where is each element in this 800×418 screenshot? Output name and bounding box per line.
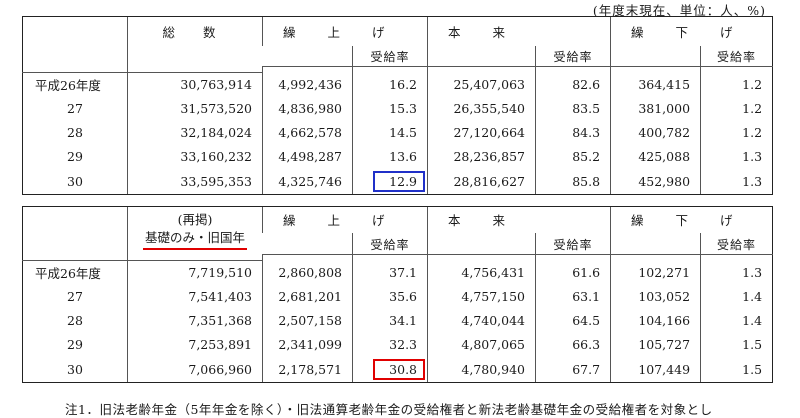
saisho-underlined-label: 基礎のみ・旧国年 bbox=[142, 229, 247, 251]
header-kurisage-rate: 受給率 bbox=[700, 45, 774, 67]
header-kuriage: 繰 上 げ bbox=[261, 16, 428, 46]
header-honrai-rate: 受給率 bbox=[535, 45, 611, 67]
corner-cell bbox=[22, 16, 128, 67]
table-row: 29 7,253,891 2,341,099 32.3 4,807,065 66… bbox=[22, 332, 774, 357]
header-kurisage: 繰 下 げ bbox=[610, 206, 774, 233]
corner-cell bbox=[22, 206, 128, 255]
highlight-box-blue: 12.9 bbox=[373, 170, 426, 192]
table-row: 平成26年度 30,763,914 4,992,436 16.2 25,407,… bbox=[22, 72, 774, 97]
header-honrai: 本 来 bbox=[427, 206, 611, 233]
table-row: 27 31,573,520 4,836,980 15.3 26,355,540 … bbox=[22, 96, 774, 121]
header-honrai-rate: 受給率 bbox=[535, 232, 611, 255]
table-row: 平成26年度 7,719,510 2,860,808 37.1 4,756,43… bbox=[22, 260, 774, 285]
highlight-box-red: 30.8 bbox=[373, 358, 426, 380]
table-row: 29 33,160,232 4,498,287 13.6 28,236,857 … bbox=[22, 144, 774, 169]
saisho-label: (再掲) bbox=[177, 212, 213, 228]
table-kiso-only: (再掲) 基礎のみ・旧国年 繰 上 げ 本 来 繰 下 げ 受給率 受給率 受給… bbox=[22, 206, 774, 383]
table-row: 30 33,595,353 4,325,746 12.9 28,816,627 … bbox=[22, 168, 774, 195]
footnote: 注1．旧法老齢年金（5年年金を除く）・旧法通算老齢年金の受給権者と新法老齢基礎年… bbox=[65, 402, 713, 417]
header-kuriage-rate: 受給率 bbox=[351, 232, 428, 255]
table-row: 27 7,541,403 2,681,201 35.6 4,757,150 63… bbox=[22, 284, 774, 309]
header-honrai: 本 来 bbox=[427, 16, 611, 46]
table-row: 28 7,351,368 2,507,158 34.1 4,740,044 64… bbox=[22, 308, 774, 333]
table-total: 総 数 繰 上 げ 本 来 繰 下 げ 受給率 受給率 受給率 平成26年度 3… bbox=[22, 16, 774, 195]
header-saisho: (再掲) 基礎のみ・旧国年 bbox=[127, 206, 263, 255]
unit-note: (年度末現在、単位：人、%) bbox=[592, 3, 766, 18]
header-kurisage: 繰 下 げ bbox=[610, 16, 774, 46]
header-kuriage: 繰 上 げ bbox=[261, 206, 428, 233]
header-kurisage-rate: 受給率 bbox=[700, 232, 774, 255]
table-row: 30 7,066,960 2,178,571 30.8 4,780,940 67… bbox=[22, 356, 774, 383]
table-row: 28 32,184,024 4,662,578 14.5 27,120,664 … bbox=[22, 120, 774, 145]
header-total: 総 数 bbox=[127, 16, 263, 67]
header-kuriage-rate: 受給率 bbox=[351, 45, 428, 67]
